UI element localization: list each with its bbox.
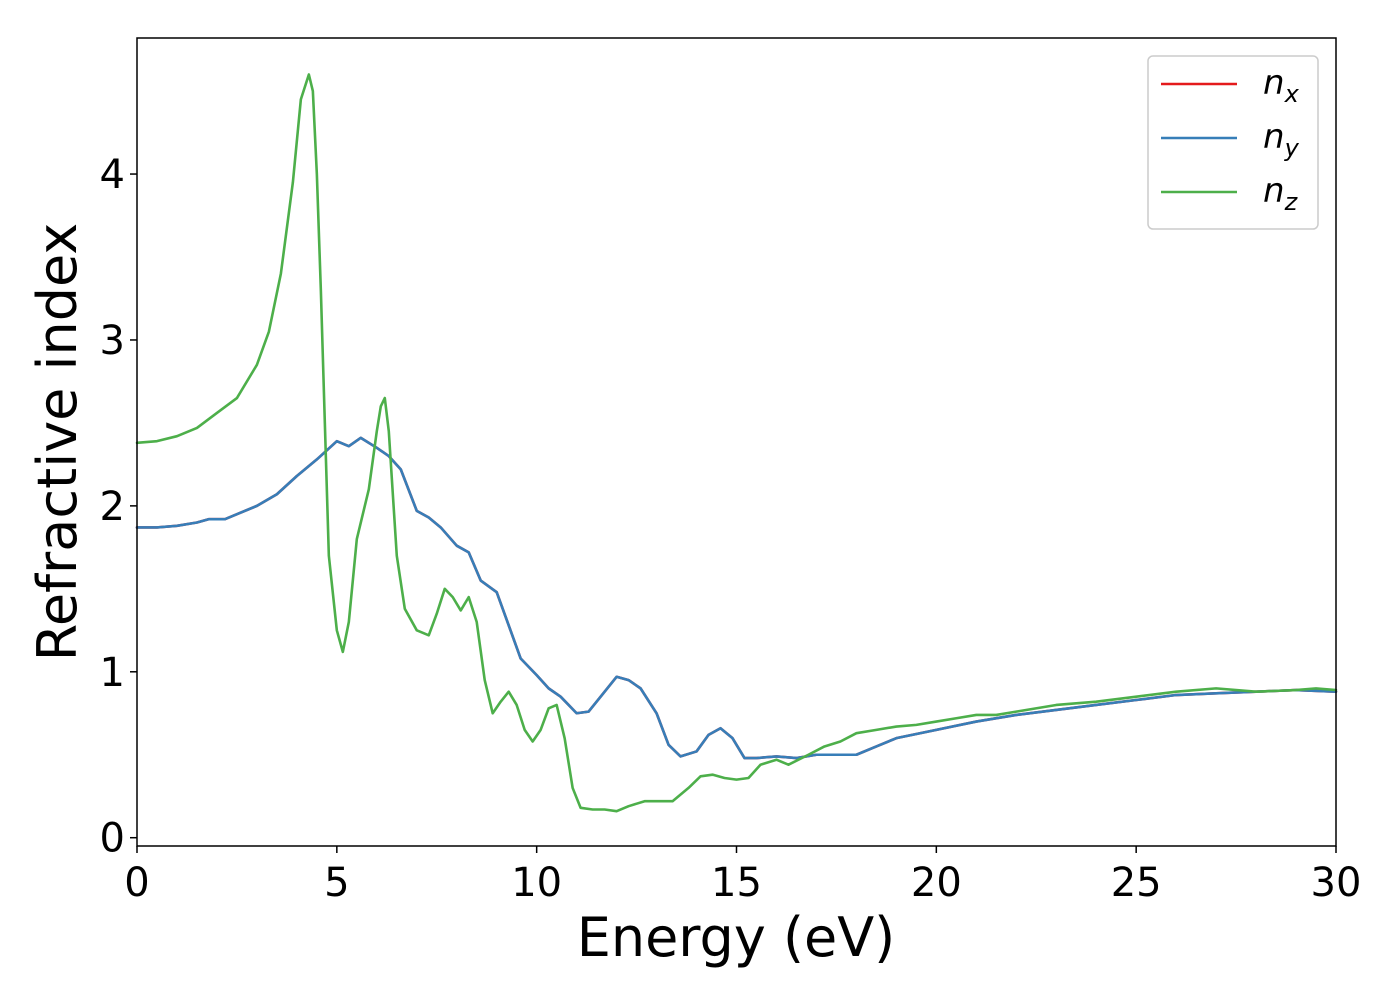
series-line-nz [135,73,1338,813]
y-axis-title: Refractive index [26,223,89,662]
y-tick-label: 0 [100,816,125,862]
legend-label-subscript: z [1284,188,1299,216]
legend-label-symbol: n [1263,171,1285,211]
legend-label-symbol: n [1263,63,1285,103]
y-tick-label: 1 [100,650,125,696]
legend-label-ny: ny [1263,117,1300,162]
y-axis-ticks: 0 1 2 3 4 [100,152,137,862]
y-tick-label: 2 [100,484,125,530]
x-tick-label: 10 [511,860,562,906]
legend-label-subscript: y [1284,134,1300,162]
legend-label-nz: nz [1263,171,1299,216]
x-tick-label: 0 [124,860,149,906]
y-tick-label: 4 [100,152,125,198]
series-line-ny [135,436,1338,760]
legend-label-subscript: x [1284,80,1300,108]
legend-label-symbol: n [1263,117,1285,157]
x-tick-label: 25 [1111,860,1162,906]
series-layer [135,73,1338,813]
legend-label-nx: nx [1263,63,1300,108]
y-tick-label: 3 [100,318,125,364]
x-tick-label: 15 [711,860,762,906]
x-axis-ticks: 0 5 10 15 20 25 30 [124,846,1361,906]
x-tick-label: 30 [1311,860,1362,906]
x-axis-title: Energy (eV) [577,906,896,969]
x-tick-label: 20 [911,860,962,906]
x-tick-label: 5 [324,860,349,906]
legend-box [1147,55,1319,230]
